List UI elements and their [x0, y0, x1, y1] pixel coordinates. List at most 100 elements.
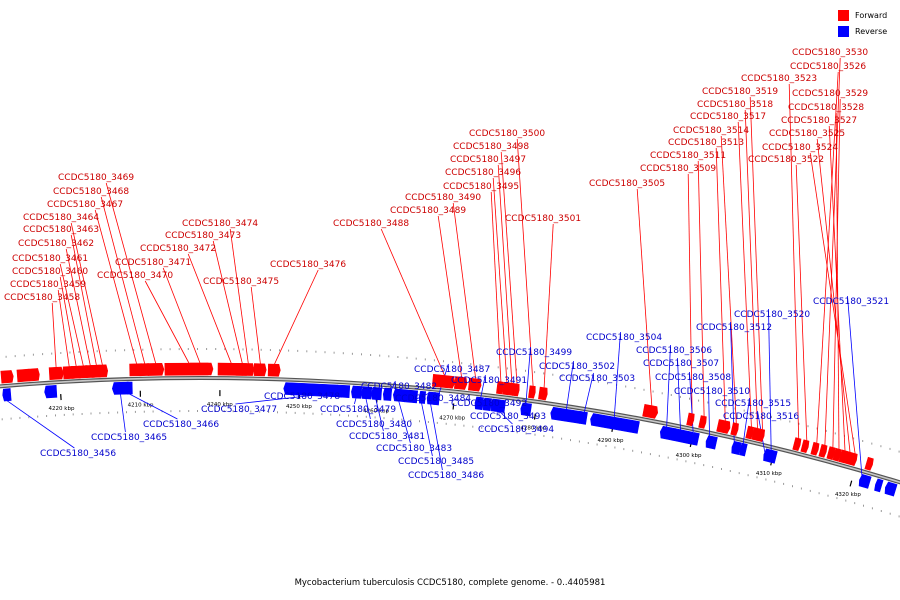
- guide-dot: [525, 432, 527, 435]
- reverse-gene-label: CCDC5180_3521: [813, 297, 889, 307]
- guide-dot: [747, 474, 749, 477]
- forward-gene: [642, 403, 659, 419]
- guide-dot: [242, 348, 244, 351]
- forward-label-leader: [816, 71, 839, 444]
- guide-dot: [854, 502, 856, 505]
- guide-dot: [42, 353, 44, 356]
- guide-dot: [800, 487, 802, 490]
- forward-label-leader: [250, 286, 261, 364]
- guide-dot: [443, 360, 444, 363]
- guide-dot: [780, 418, 782, 421]
- guide-dot: [315, 350, 317, 353]
- guide-dot: [268, 411, 270, 413]
- scale-tick-label: 4280 kbp: [520, 426, 546, 432]
- forward-gene-label: CCDC5180_3514: [673, 126, 749, 136]
- guide-dot: [734, 407, 736, 410]
- guide-dot: [543, 372, 545, 375]
- guide-dot: [579, 377, 581, 380]
- reverse-gene: [768, 449, 778, 464]
- reverse-gene-label: CCDC5180_3494: [478, 425, 554, 435]
- guide-dot: [241, 410, 243, 413]
- guide-dot: [285, 411, 287, 414]
- guide-dot: [889, 447, 891, 450]
- forward-label-leader: [516, 138, 534, 387]
- guide-dot: [507, 430, 509, 433]
- reverse-gene: [125, 381, 133, 395]
- reverse-label-leader: [499, 411, 513, 425]
- guide-dot: [809, 489, 811, 492]
- scale-tick-label: 4210 kbp: [128, 403, 154, 409]
- guide-dot: [303, 412, 305, 415]
- reverse-gene-label: CCDC5180_3482: [361, 382, 437, 392]
- guide-dot: [406, 356, 408, 359]
- reverse-gene: [496, 399, 506, 413]
- forward-gene: [496, 381, 504, 395]
- guide-dot: [862, 440, 864, 442]
- guide-dot: [506, 367, 508, 370]
- forward-gene: [267, 363, 281, 377]
- scale-tick-label: 4250 kbp: [286, 404, 312, 410]
- forward-gene-label: CCDC5180_3526: [790, 62, 866, 72]
- guide-dot: [10, 417, 12, 420]
- guide-dot: [605, 445, 607, 447]
- guide-dot: [330, 413, 332, 416]
- guide-dot: [134, 410, 136, 413]
- forward-gene-label: CCDC5180_3496: [445, 168, 521, 178]
- guide-dot: [348, 414, 349, 417]
- guide-dot: [756, 476, 758, 479]
- reverse-gene-label: CCDC5180_3516: [723, 412, 799, 422]
- guide-dot: [596, 443, 598, 446]
- reverse-gene: [335, 384, 351, 399]
- guide-dot: [206, 348, 208, 350]
- reverse-label-leader: [120, 394, 126, 433]
- reverse-gene-label: CCDC5180_3493: [470, 412, 546, 422]
- reverse-label-leader: [6, 400, 75, 449]
- forward-gene-label: CCDC5180_3461: [12, 254, 88, 264]
- forward-gene: [467, 377, 482, 392]
- forward-gene-label: CCDC5180_3467: [47, 200, 123, 210]
- reverse-gene-label: CCDC5180_3466: [143, 420, 219, 430]
- guide-dot: [223, 410, 225, 413]
- forward-label-leader: [809, 152, 856, 454]
- reverse-label-leader: [398, 401, 411, 444]
- guide-dot: [269, 349, 271, 351]
- reverse-gene-label: CCDC5180_3483: [376, 444, 452, 454]
- guide-dot: [424, 358, 426, 361]
- forward-gene-label: CCDC5180_3509: [640, 164, 716, 174]
- guide-dot: [133, 348, 135, 351]
- reverse-gene: [382, 387, 393, 401]
- guide-dot: [845, 499, 847, 502]
- reverse-gene-label: CCDC5180_3479: [320, 405, 396, 415]
- forward-label-leader: [144, 280, 190, 364]
- guide-dot: [452, 361, 454, 364]
- reverse-swatch: [838, 25, 849, 37]
- forward-gene-label: CCDC5180_3522: [748, 155, 824, 165]
- guide-dot: [321, 413, 323, 416]
- legend-forward: Forward: [838, 9, 887, 21]
- guide-dot: [397, 356, 399, 358]
- forward-gene-label: CCDC5180_3525: [769, 129, 845, 139]
- reverse-gene-label: CCDC5180_3477: [201, 405, 277, 415]
- forward-label-leader: [490, 191, 502, 382]
- forward-gene-label: CCDC5180_3519: [702, 87, 778, 97]
- forward-label-leader: [687, 173, 693, 414]
- reverse-gene: [520, 402, 532, 417]
- guide-dot: [827, 494, 829, 497]
- guide-dot: [87, 350, 89, 353]
- forward-label-leader: [720, 135, 737, 424]
- reverse-gene-label: CCDC5180_3480: [336, 420, 412, 430]
- forward-gene: [28, 368, 40, 382]
- guide-dot: [46, 415, 48, 417]
- forward-gene-label: CCDC5180_3468: [53, 187, 129, 197]
- forward-gene-label: CCDC5180_3458: [4, 293, 80, 303]
- forward-label-leader: [697, 160, 705, 417]
- forward-gene: [832, 447, 842, 462]
- guide-dot: [516, 431, 518, 434]
- guide-dot: [652, 390, 654, 393]
- forward-label-leader: [497, 164, 513, 384]
- reverse-label-leader: [665, 344, 671, 440]
- guide-dot: [232, 410, 234, 413]
- reverse-gene-label: CCDC5180_3520: [734, 310, 810, 320]
- forward-gene-label: CCDC5180_3518: [697, 100, 773, 110]
- forward-gene: [686, 412, 695, 427]
